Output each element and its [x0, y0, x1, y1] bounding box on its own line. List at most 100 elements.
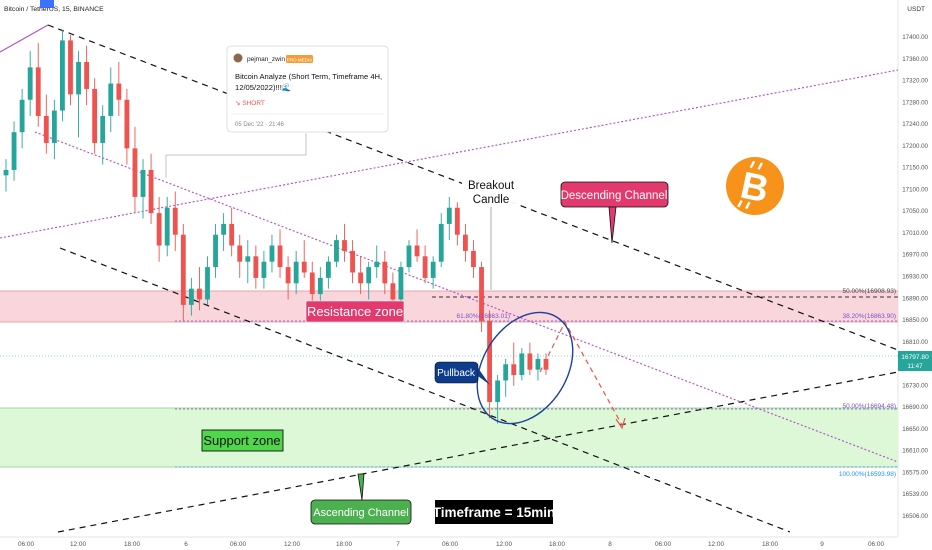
ascending-channel-label-box: [310, 499, 412, 525]
time-tick-label: 9: [820, 541, 824, 548]
candle-body: [245, 256, 251, 262]
time-tick-label: 06:00: [868, 541, 884, 548]
price-tick-label: 16810.00: [902, 339, 928, 346]
candle-body: [454, 207, 460, 235]
candle-body: [116, 83, 122, 100]
candle-body: [229, 223, 235, 246]
breakout-label-line2: Candle: [473, 194, 509, 206]
header-bg: [0, 2, 120, 14]
price-axis[interactable]: [898, 0, 932, 550]
candle-body: [100, 115, 106, 143]
support-zone-band: [0, 408, 898, 467]
resistance-zone-band: [0, 291, 898, 322]
candle-body: [487, 321, 492, 403]
last-price-value: 16797.80: [901, 354, 929, 361]
candle-body: [76, 61, 81, 95]
candle-body: [108, 83, 114, 116]
candle-body: [398, 267, 404, 300]
candle-body: [205, 267, 210, 300]
post-author[interactable]: pejman_zwin: [247, 56, 285, 63]
price-tick-label: 16575.00: [902, 469, 928, 476]
breakout-label-box: [462, 175, 520, 207]
price-tick-label: 16506.00: [902, 513, 928, 520]
candle-body: [180, 234, 186, 305]
candle-body: [535, 358, 541, 370]
candle-body: [430, 261, 436, 278]
breakout-label-line1: Breakout: [468, 180, 515, 192]
candle-body: [188, 288, 194, 305]
time-tick-label: 7: [396, 541, 400, 548]
descending-channel-label: Descending Channel: [561, 190, 668, 202]
candle-body: [60, 40, 65, 111]
post-title-line2[interactable]: 12/05/2022)!!!🌊: [235, 83, 292, 92]
time-tick-label: 18:00: [549, 541, 565, 548]
candle-body: [382, 261, 388, 284]
time-tick-label: 12:00: [70, 541, 86, 548]
last-price-countdown: 11:47: [907, 363, 923, 370]
last-price-tag: 16797.80 11:47: [898, 351, 932, 371]
post-card-box[interactable]: [226, 45, 389, 133]
candle-body: [132, 148, 138, 197]
candle-body: [462, 234, 468, 251]
price-tick-label: 16850.00: [902, 317, 928, 324]
candle-body: [495, 380, 501, 403]
bitcoin-stroke-2: [757, 162, 764, 170]
candle-body: [503, 364, 509, 381]
candle-body: [51, 110, 57, 143]
candle-body: [511, 364, 517, 376]
price-tick-label: 17010.00: [902, 230, 928, 237]
post-badge: PRO MEDIA: [287, 57, 312, 62]
candle-body: [334, 240, 339, 262]
post-title-line1[interactable]: Bitcoin Analyze (Short Term, Timeframe 4…: [235, 72, 382, 81]
fib-382-label: 38.20%(16863.90): [843, 313, 897, 320]
candle-body: [285, 267, 291, 284]
time-tick-label: 8: [608, 541, 612, 548]
support-zone-label: Support zone: [203, 433, 280, 448]
price-tick-label: 17280.00: [902, 99, 928, 106]
left-purple-segment: [0, 24, 49, 53]
fib-50-low-label: 50.00%(16694.48): [843, 403, 897, 410]
candle-body: [35, 67, 41, 116]
post-badge-box: [286, 55, 313, 63]
price-tick-label: 17150.00: [902, 165, 928, 172]
candle-body: [293, 261, 299, 284]
candle-body: [213, 234, 218, 268]
resistance-zone-label: Resistance zone: [307, 304, 403, 319]
candle-body: [43, 115, 49, 143]
bitcoin-stroke-1: [749, 160, 756, 169]
time-tick-label: 06:00: [655, 541, 671, 548]
price-tick-label: 17100.00: [902, 186, 928, 193]
lower-purple-trendline: [34, 131, 899, 463]
price-tick-label: 17400.00: [902, 34, 928, 41]
price-tick-label: 16650.00: [902, 426, 928, 433]
fib-618-label: 61.80%(16863.01): [457, 313, 511, 320]
post-signal: ↘ SHORT: [235, 100, 265, 107]
symbol-title[interactable]: Bitcoin / TetherUS, 15, BINANCE: [4, 6, 104, 13]
candle-body: [543, 358, 549, 370]
candle-body: [422, 256, 428, 278]
candle-body: [140, 169, 146, 197]
price-tick-label: 17360.00: [902, 56, 928, 63]
time-tick-label: 06:00: [442, 541, 458, 548]
price-tick-label: 16690.00: [902, 404, 928, 411]
time-tick-label: 18:00: [336, 541, 352, 548]
idea-post-card[interactable]: pejman_zwin PRO MEDIA Bitcoin Analyze (S…: [226, 45, 389, 133]
candle-body: [519, 353, 525, 376]
candle-body: [11, 132, 17, 170]
candle-body: [358, 272, 364, 284]
candle-body: [261, 261, 267, 278]
projected-path-arrow: [615, 417, 626, 430]
candle-body: [253, 256, 259, 278]
candle-body: [350, 250, 355, 273]
fib-50-top-label: 50.00%(16908.93): [843, 288, 897, 295]
candle-body: [172, 207, 178, 235]
candle-body: [342, 240, 347, 251]
candle-body: [124, 99, 130, 149]
bitcoin-stroke-3: [737, 199, 743, 208]
price-tick-label: 16730.00: [902, 382, 928, 389]
author-avatar[interactable]: [233, 53, 243, 63]
candle-body: [471, 250, 476, 268]
timeframe-label-box: [435, 500, 553, 524]
price-tick-label: 16970.00: [902, 252, 928, 259]
